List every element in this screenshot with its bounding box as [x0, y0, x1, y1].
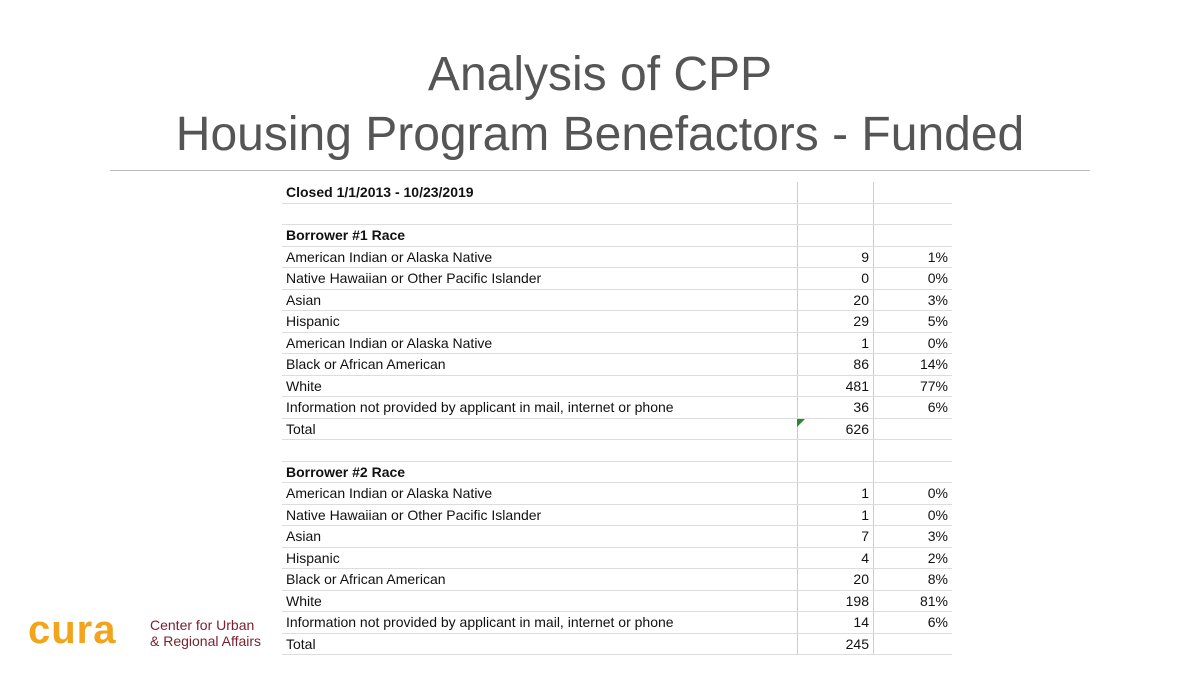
- cell: 198: [797, 590, 873, 611]
- cell: White: [286, 592, 322, 609]
- table-row: Native Hawaiian or Other Pacific Islande…: [282, 268, 952, 290]
- table-row: [282, 203, 952, 225]
- table-row: American Indian or Alaska Native 1 0%: [282, 332, 952, 354]
- cell: 1: [797, 483, 873, 504]
- cell: [873, 461, 952, 482]
- cell: 1: [797, 504, 873, 525]
- cell: 81%: [873, 590, 952, 611]
- cell: 1%: [873, 246, 952, 267]
- cell: Closed 1/1/2013 - 10/23/2019: [286, 184, 474, 200]
- cell: [797, 440, 873, 461]
- cell: American Indian or Alaska Native: [286, 334, 493, 351]
- cell: American Indian or Alaska Native: [286, 485, 493, 501]
- table-row: Asian 20 3%: [282, 289, 952, 311]
- cell: [797, 203, 873, 224]
- table-row: White 198 81%: [282, 590, 952, 612]
- cell: 0%: [873, 483, 952, 504]
- cell: 3%: [873, 289, 952, 310]
- cell: 6%: [873, 612, 952, 633]
- cell: 0%: [873, 332, 952, 353]
- cell: 245: [797, 633, 873, 654]
- cell: [873, 633, 952, 654]
- cell: 0: [797, 268, 873, 289]
- cell: 14%: [873, 354, 952, 375]
- table-row: Black or African American 20 8%: [282, 569, 952, 591]
- table-row: Hispanic 29 5%: [282, 311, 952, 333]
- divider: [110, 170, 1090, 171]
- cell: 0%: [873, 268, 952, 289]
- logo-text: & Regional Affairs: [150, 633, 262, 649]
- cell: Information not provided by applicant in…: [286, 399, 674, 415]
- table-row: Total 626: [282, 418, 952, 440]
- cell: 1: [797, 332, 873, 353]
- cell: [797, 225, 873, 246]
- cell: 3%: [873, 526, 952, 547]
- cell: 0%: [873, 504, 952, 525]
- cell: Black or African American: [286, 571, 446, 587]
- table-row: Hispanic 4 2%: [282, 547, 952, 569]
- cell: Native Hawaiian or Other Pacific Islande…: [286, 506, 542, 523]
- cell: White: [286, 377, 322, 394]
- logo-text: Center for Urban: [150, 617, 255, 633]
- table-row: Total 245: [282, 633, 952, 655]
- cell: 36: [797, 397, 873, 418]
- table-row: American Indian or Alaska Native 1 0%: [282, 483, 952, 505]
- cell: 626: [797, 418, 873, 439]
- cell: 14: [797, 612, 873, 633]
- cell: 86: [797, 354, 873, 375]
- table-row: Native Hawaiian or Other Pacific Islande…: [282, 504, 952, 526]
- cell: Asian: [286, 528, 322, 544]
- table-row: Borrower #1 Race: [282, 225, 952, 247]
- cell: Native Hawaiian or Other Pacific Islande…: [286, 270, 542, 286]
- cell: Hispanic: [286, 549, 340, 566]
- table-row: Information not provided by applicant in…: [282, 612, 952, 634]
- table-row: [282, 440, 952, 462]
- title-line: Analysis of CPP: [427, 48, 773, 101]
- table-row: American Indian or Alaska Native 9 1%: [282, 246, 952, 268]
- cell: Total: [286, 635, 316, 652]
- cell: 2%: [873, 547, 952, 568]
- table: Closed 1/1/2013 - 10/23/2019 Borrower #1 …: [282, 182, 952, 655]
- cell: 20: [797, 289, 873, 310]
- cell: [873, 203, 952, 224]
- cell: 77%: [873, 375, 952, 396]
- cell: 29: [797, 311, 873, 332]
- title-line: Housing Program Benefactors - Funded: [175, 108, 1025, 161]
- cell: 6%: [873, 397, 952, 418]
- cell: [873, 225, 952, 246]
- cell: [282, 204, 797, 225]
- cell: Total: [286, 420, 316, 437]
- table-row: Closed 1/1/2013 - 10/23/2019: [282, 182, 952, 204]
- cell: 7: [797, 526, 873, 547]
- table-row: Black or African American 86 14%: [282, 354, 952, 376]
- table-row: Information not provided by applicant in…: [282, 397, 952, 419]
- cell: Borrower #1 Race: [286, 227, 406, 243]
- cell: [873, 182, 952, 203]
- cell: American Indian or Alaska Native: [286, 248, 493, 265]
- cell: [797, 182, 873, 203]
- cell: Black or African American: [286, 356, 446, 372]
- table-row: White 481 77%: [282, 375, 952, 397]
- cell: Borrower #2 Race: [286, 463, 406, 480]
- cell: [282, 440, 797, 461]
- cell: [873, 418, 952, 439]
- cell: [873, 440, 952, 461]
- cell: Information not provided by applicant in…: [286, 614, 674, 630]
- cell-flag: [797, 419, 805, 427]
- cell: [797, 461, 873, 482]
- table-row: Asian 7 3%: [282, 526, 952, 548]
- cell: 5%: [873, 311, 952, 332]
- cell: 20: [797, 569, 873, 590]
- table-row: Borrower #2 Race: [282, 461, 952, 483]
- cell: 9: [797, 246, 873, 267]
- cell: 481: [797, 375, 873, 396]
- cell: Asian: [286, 291, 322, 308]
- cell: 4: [797, 547, 873, 568]
- cell: 8%: [873, 569, 952, 590]
- logo-mark: cura: [28, 608, 117, 652]
- cell: Hispanic: [286, 313, 340, 329]
